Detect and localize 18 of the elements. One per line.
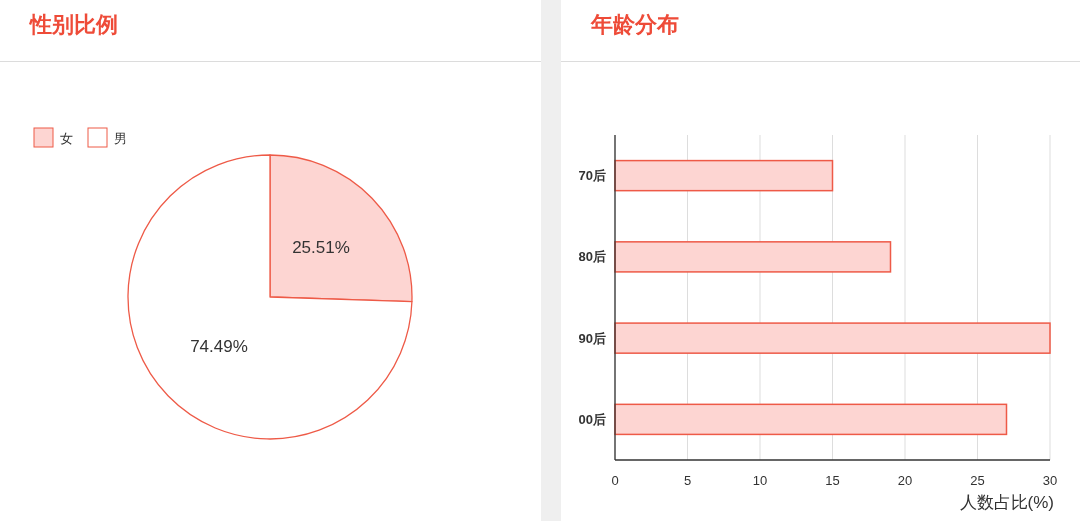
- x-tick-label: 0: [611, 472, 619, 488]
- y-tick-label: 00后: [578, 411, 606, 427]
- y-tick-label: 90后: [578, 330, 606, 346]
- chart-title: 性别比例: [30, 11, 118, 39]
- legend-label: 男: [114, 130, 127, 146]
- x-tick-label: 15: [825, 472, 840, 488]
- legend-label: 女: [60, 130, 73, 146]
- y-tick-label: 80后: [578, 249, 606, 265]
- x-tick-label: 5: [683, 472, 692, 488]
- x-tick-label: 25: [970, 472, 985, 488]
- x-tick-label: 30: [1042, 472, 1058, 488]
- chart-title: 年龄分布: [591, 11, 679, 39]
- x-tick-label: 10: [752, 472, 768, 488]
- x-tick-label: 20: [897, 472, 913, 488]
- data-label: 25.51%: [292, 238, 350, 258]
- x-axis-title: 人数占比(%): [959, 492, 1054, 512]
- y-tick-label: 70后: [578, 168, 606, 184]
- data-label: 74.49%: [190, 336, 248, 356]
